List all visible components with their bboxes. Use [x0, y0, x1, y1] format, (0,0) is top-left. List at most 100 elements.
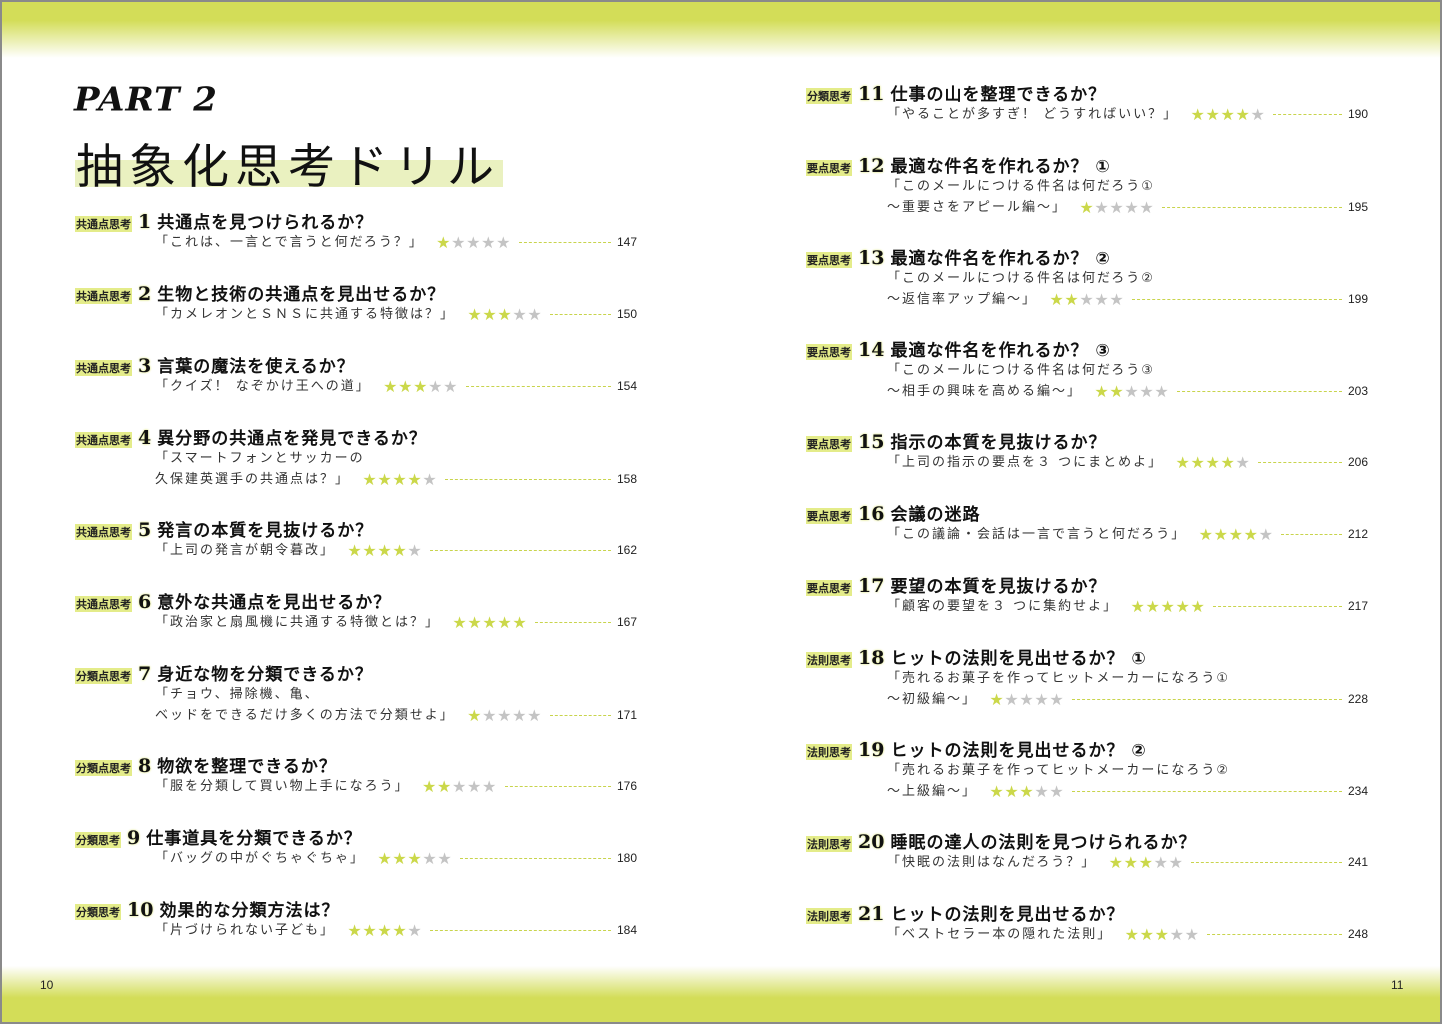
part-heading: PART 2 — [74, 81, 218, 119]
entry-title[interactable]: 指示の本質を見抜けるか？ — [890, 433, 1107, 453]
star-empty-icon: ★ — [466, 232, 481, 252]
entry-title[interactable]: ヒットの法則を見出せるか？ — [890, 905, 1125, 925]
toc-entry[interactable]: 分類思考 10 効果的な分類方法は？ 「片づけられない子ども」 ★ ★ ★ ★ ★ 184 — [75, 896, 637, 941]
toc-entry[interactable]: 要点思考 12 最適な件名を作れるか？ ① 「このメールにつける件名は何だろう① ～重要… — [806, 152, 1368, 218]
entry-heading: 法則思考 21 ヒットの法則を見出せるか？ — [806, 900, 1368, 925]
entry-title[interactable]: 要望の本質を見抜けるか？ — [890, 577, 1107, 597]
page-number[interactable]: 176 — [616, 779, 637, 793]
subtitle-text: 「政治家と扇風機に共通する特徴とは？」 — [155, 615, 441, 630]
toc-entry[interactable]: 分類点思考 7 身近な物を分類できるか？ 「チョウ、掃除機、亀、 ベッドをできるだけ多く… — [75, 660, 637, 726]
star-filled-icon: ★ — [1123, 852, 1138, 872]
toc-entry[interactable]: 要点思考 15 指示の本質を見抜けるか？ 「上司の指示の要点を３ つにまとめよ」 ★ ★ ★… — [806, 428, 1368, 473]
dotted-leader — [465, 386, 611, 387]
difficulty-stars: ★ ★ ★ ★ ★ — [1130, 596, 1205, 616]
entry-subtitle: 「ベストセラー本の隠れた法則」 ★ ★ ★ ★ ★ 248 — [887, 924, 1368, 945]
entry-number: 1 — [138, 211, 152, 233]
star-filled-icon: ★ — [1094, 381, 1109, 401]
star-filled-icon: ★ — [392, 848, 407, 868]
toc-entry[interactable]: 共通点思考 6 意外な共通点を見出せるか？ 「政治家と扇風機に共通する特徴とは？」 ★ ★… — [75, 588, 637, 633]
toc-entry[interactable]: 分類点思考 8 物欲を整理できるか？ 「服を分類して買い物上手になろう」 ★ ★ ★ ★ ★ 17… — [75, 752, 637, 797]
page-number[interactable]: 180 — [616, 851, 637, 865]
entry-title[interactable]: 睡眠の達人の法則を見つけられるか？ — [890, 833, 1197, 853]
category-label: 分類点思考 — [75, 760, 132, 776]
difficulty-stars: ★ ★ ★ ★ ★ — [362, 469, 437, 489]
star-filled-icon: ★ — [467, 705, 482, 725]
page-number[interactable]: 158 — [616, 472, 637, 486]
entry-title[interactable]: 生物と技術の共通点を見出せるか？ — [157, 285, 446, 305]
entry-title[interactable]: 物欲を整理できるか？ — [157, 757, 337, 777]
toc-entry[interactable]: 法則思考 21 ヒットの法則を見出せるか？ 「ベストセラー本の隠れた法則」 ★ ★ ★ ★ ★ 2… — [806, 900, 1368, 945]
toc-entry[interactable]: 共通点思考 2 生物と技術の共通点を見出せるか？ 「カメレオンとＳＮＳに共通する特徴は… — [75, 280, 637, 325]
star-filled-icon: ★ — [362, 540, 377, 560]
page-number[interactable]: 184 — [616, 923, 637, 937]
page-number[interactable]: 212 — [1347, 527, 1368, 541]
entry-title[interactable]: ヒットの法則を見出せるか？ ② — [890, 741, 1147, 761]
page-number[interactable]: 190 — [1347, 107, 1368, 121]
toc-entry[interactable]: 要点思考 13 最適な件名を作れるか？ ② 「このメールにつける件名は何だろう② ～返信… — [806, 244, 1368, 310]
toc-entry[interactable]: 分類思考 9 仕事道具を分類できるか？ 「バッグの中がぐちゃぐちゃ」 ★ ★ ★ ★ ★ 180 — [75, 824, 637, 869]
page-number[interactable]: 167 — [616, 615, 637, 629]
dotted-leader — [1207, 934, 1342, 935]
page-number[interactable]: 217 — [1347, 599, 1368, 613]
page-number[interactable]: 171 — [616, 708, 637, 722]
toc-entry[interactable]: 法則思考 18 ヒットの法則を見出せるか？ ① 「売れるお菓子を作ってヒットメーカーに… — [806, 644, 1368, 710]
toc-entry[interactable]: 分類思考 11 仕事の山を整理できるか？ 「やることが多すぎ！ どうすればいい？」 ★ ★… — [806, 80, 1368, 125]
page-number[interactable]: 228 — [1347, 692, 1368, 706]
page-number[interactable]: 147 — [616, 235, 637, 249]
entry-title[interactable]: 仕事道具を分類できるか？ — [146, 829, 362, 849]
difficulty-stars: ★ ★ ★ ★ ★ — [1049, 291, 1124, 308]
subtitle-text: 「このメールにつける件名は何だろう③ — [887, 363, 1155, 378]
dotted-leader — [445, 479, 611, 480]
toc-entry[interactable]: 要点思考 14 最適な件名を作れるか？ ③ 「このメールにつける件名は何だろう③ ～相手… — [806, 336, 1368, 402]
page-number[interactable]: 162 — [616, 543, 637, 557]
star-filled-icon: ★ — [1190, 596, 1205, 616]
toc-entry[interactable]: 要点思考 16 会議の迷路 「この議論・会話は一言で言うと何だろう」 ★ ★ ★ ★ ★ 212 — [806, 500, 1368, 545]
entry-title[interactable]: 仕事の山を整理できるか？ — [890, 85, 1107, 105]
subtitle-text: 「バッグの中がぐちゃぐちゃ」 — [155, 851, 366, 866]
page-number[interactable]: 248 — [1347, 927, 1368, 941]
category-label: 共通点思考 — [75, 432, 132, 448]
page-number[interactable]: 206 — [1347, 455, 1368, 469]
toc-entry[interactable]: 法則思考 20 睡眠の達人の法則を見つけられるか？ 「快眠の法則はなんだろう？」 ★ ★ ★… — [806, 828, 1368, 873]
star-filled-icon: ★ — [392, 469, 407, 489]
page-number[interactable]: 195 — [1347, 200, 1368, 214]
entry-title[interactable]: 言葉の魔法を使えるか？ — [157, 357, 355, 377]
toc-entry[interactable]: 共通点思考 4 異分野の共通点を発見できるか？ 「スマートフォンとサッカーの 久保建英選… — [75, 424, 637, 490]
page-number[interactable]: 150 — [616, 307, 637, 321]
page-number[interactable]: 203 — [1347, 384, 1368, 398]
star-filled-icon: ★ — [392, 540, 407, 560]
subtitle-text: 「スマートフォンとサッカーの — [155, 451, 365, 466]
subtitle-line: 「上司の発言が朝令暮改」 ★ ★ ★ ★ ★ 162 — [155, 540, 637, 561]
entry-title[interactable]: 最適な件名を作れるか？ ③ — [890, 341, 1111, 361]
entry-subtitle: 「売れるお菓子を作ってヒットメーカーになろう② ～上級編～」 ★ ★ ★ ★ ★ 234 — [887, 760, 1368, 802]
entry-title[interactable]: 発言の本質を見抜けるか？ — [157, 521, 374, 541]
subtitle-line: 「カメレオンとＳＮＳに共通する特徴は？」 ★ ★ ★ ★ ★ 150 — [155, 304, 637, 325]
page-number[interactable]: 154 — [616, 379, 637, 393]
star-filled-icon: ★ — [482, 612, 497, 632]
page-number[interactable]: 234 — [1347, 784, 1368, 798]
page-number[interactable]: 199 — [1347, 292, 1368, 306]
subtitle-line: 「上司の指示の要点を３ つにまとめよ」 ★ ★ ★ ★ ★ 206 — [887, 452, 1368, 473]
entry-title[interactable]: 異分野の共通点を発見できるか？ — [157, 429, 427, 449]
star-empty-icon: ★ — [428, 376, 443, 396]
page-number[interactable]: 241 — [1347, 855, 1368, 869]
star-filled-icon: ★ — [398, 376, 413, 396]
entry-title[interactable]: 効果的な分類方法は？ — [159, 901, 340, 921]
entry-title[interactable]: ヒットの法則を見出せるか？ ① — [890, 649, 1147, 669]
entry-title[interactable]: 共通点を見つけられるか？ — [157, 213, 374, 233]
toc-entry[interactable]: 共通点思考 1 共通点を見つけられるか？ 「これは、一言とで言うと何だろう？」 ★ ★ ★ ★… — [75, 208, 637, 253]
toc-entry[interactable]: 要点思考 17 要望の本質を見抜けるか？ 「顧客の要望を３ つに集約せよ」 ★ ★ ★ ★ ★ 2… — [806, 572, 1368, 617]
entry-title[interactable]: 身近な物を分類できるか？ — [157, 665, 373, 685]
entry-title[interactable]: 会議の迷路 — [890, 505, 981, 525]
toc-entry[interactable]: 共通点思考 3 言葉の魔法を使えるか？ 「クイズ！ なぞかけ王への道」 ★ ★ ★ ★ ★ 154 — [75, 352, 637, 397]
entry-title[interactable]: 意外な共通点を見出せるか？ — [157, 593, 392, 613]
entry-number: 6 — [138, 591, 152, 613]
toc-entry[interactable]: 法則思考 19 ヒットの法則を見出せるか？ ② 「売れるお菓子を作ってヒットメーカーに… — [806, 736, 1368, 802]
star-filled-icon: ★ — [1190, 104, 1205, 124]
category-label: 分類思考 — [75, 832, 121, 848]
star-filled-icon: ★ — [377, 920, 392, 940]
entry-title[interactable]: 最適な件名を作れるか？ ① — [890, 157, 1111, 177]
entry-title[interactable]: 最適な件名を作れるか？ ② — [890, 249, 1111, 269]
star-filled-icon: ★ — [1109, 381, 1124, 401]
toc-entry[interactable]: 共通点思考 5 発言の本質を見抜けるか？ 「上司の発言が朝令暮改」 ★ ★ ★ ★ ★ 162 — [75, 516, 637, 561]
